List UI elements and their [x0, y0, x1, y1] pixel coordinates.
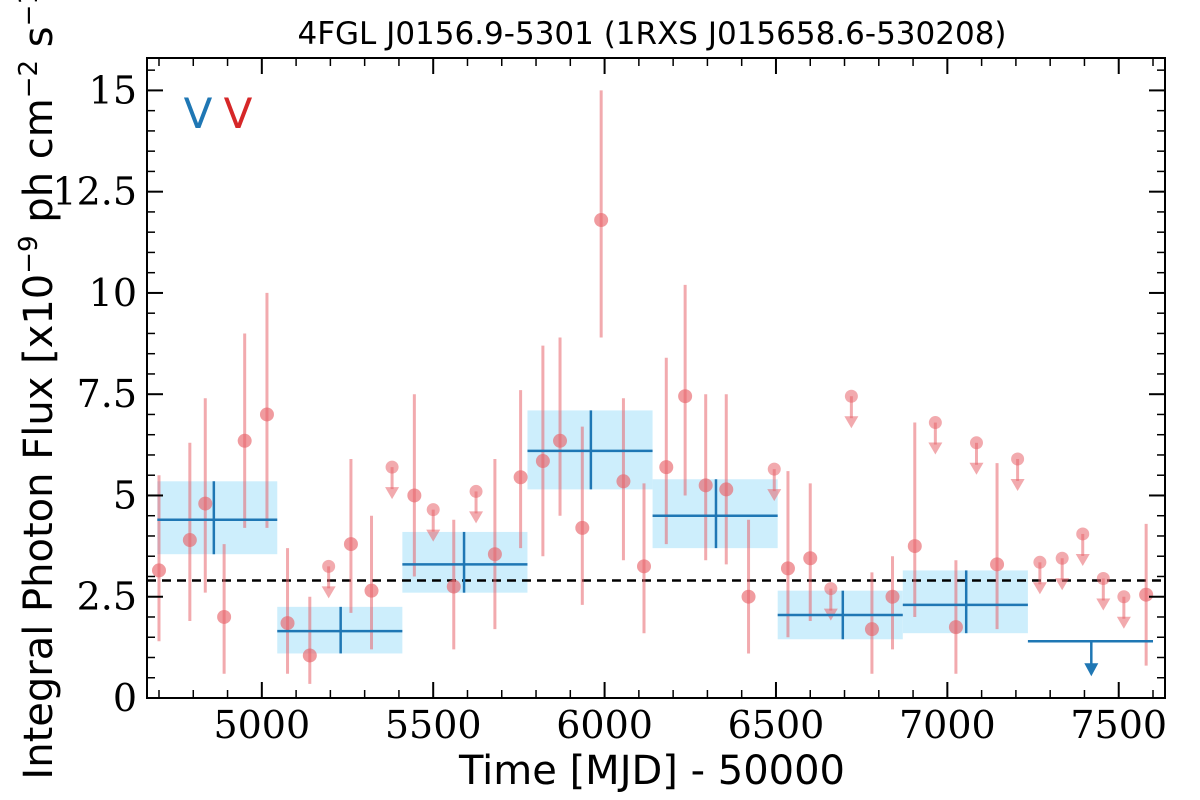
- data-point: [259, 407, 274, 422]
- x-tick-label: 6500: [728, 703, 825, 747]
- y-tick-label: 7.5: [77, 372, 137, 416]
- y-axis-label-text: Integral Photon Flux [x10: [16, 274, 62, 780]
- y-axis-label-exponent: −1: [14, 0, 44, 26]
- data-point: [407, 488, 422, 503]
- data-point: [343, 537, 358, 552]
- upper-limit-point: [844, 389, 858, 403]
- plot-area: [147, 90, 1165, 684]
- upper-limit-point: [469, 484, 483, 498]
- bin-upper-limit-arrow: [1084, 663, 1099, 677]
- data-point: [907, 539, 922, 554]
- data-point: [151, 563, 166, 578]
- data-point: [487, 547, 502, 562]
- upper-limit-point: [1076, 527, 1090, 541]
- data-point: [182, 533, 197, 548]
- data-point: [719, 482, 734, 497]
- legend-entry: V: [224, 89, 253, 138]
- upper-limit-point: [385, 460, 399, 474]
- data-point: [217, 609, 232, 624]
- x-axis-label: Time [MJD] - 50000: [458, 748, 845, 794]
- data-point: [575, 520, 590, 535]
- upper-limit-point: [1033, 555, 1047, 569]
- data-point: [659, 460, 674, 475]
- data-point: [553, 433, 568, 448]
- data-point: [885, 589, 900, 604]
- data-point: [446, 579, 461, 594]
- data-point: [535, 454, 550, 469]
- upper-limit-point: [1117, 590, 1131, 604]
- y-axis-label: Integral Photon Flux [x10−9 ph cm−2 s−1]: [14, 0, 62, 780]
- data-point: [364, 583, 379, 598]
- data-point: [780, 561, 795, 576]
- data-point: [237, 433, 252, 448]
- upper-limit-arrow: [767, 489, 782, 502]
- x-tick-label: 7500: [1070, 703, 1167, 747]
- y-tick-label: 0: [113, 676, 137, 720]
- upper-limit-arrow: [1055, 578, 1070, 591]
- y-tick-label: 10: [89, 271, 137, 315]
- y-axis-label-exponent: −2: [14, 60, 44, 98]
- bin-error-band: [157, 481, 278, 555]
- x-tick-label: 7000: [899, 703, 996, 747]
- legend-entry: V: [184, 89, 213, 138]
- plot-contents: [147, 90, 1165, 684]
- x-tick-label: 5500: [385, 703, 482, 747]
- upper-limit-arrow: [928, 442, 943, 455]
- chart-title: 4FGL J0156.9-5301 (1RXS J015658.6-530208…: [297, 16, 1006, 52]
- y-tick-label: 15: [89, 68, 137, 112]
- data-point: [513, 470, 528, 485]
- data-point: [616, 474, 631, 489]
- upper-limit-point: [426, 503, 440, 517]
- upper-limit-arrow: [385, 487, 400, 500]
- data-point: [302, 648, 317, 663]
- upper-limit-arrow: [1075, 553, 1090, 566]
- x-tick-label: 6000: [556, 703, 653, 747]
- upper-limit-point: [969, 436, 983, 450]
- data-point: [1139, 587, 1154, 602]
- data-point: [803, 551, 818, 566]
- data-point: [280, 616, 295, 631]
- upper-limit-arrow: [969, 462, 984, 475]
- data-point: [990, 557, 1005, 572]
- x-tick-label: 5000: [213, 703, 310, 747]
- upper-limit-point: [1011, 452, 1025, 466]
- data-point: [637, 559, 652, 574]
- data-point: [678, 389, 693, 404]
- data-point: [198, 496, 213, 511]
- upper-limit-arrow: [1096, 598, 1111, 611]
- upper-limit-arrow: [1116, 616, 1131, 629]
- upper-limit-point: [928, 416, 942, 430]
- y-tick-label: 5: [113, 473, 137, 517]
- y-axis-label-text: s: [16, 26, 62, 60]
- y-tick-label: 2.5: [77, 575, 137, 619]
- upper-limit-point: [322, 559, 336, 573]
- upper-limit-arrow: [1032, 582, 1047, 595]
- upper-limit-arrow: [1010, 479, 1025, 492]
- upper-limit-arrow: [469, 511, 484, 524]
- data-point: [594, 213, 609, 228]
- data-point: [698, 478, 713, 493]
- axis-ticks: 5000 5500 6000 6500 7000 7500 0 2.5 5 7.5 10 12.5 15: [52, 58, 1167, 747]
- y-axis-label-exponent: −9: [14, 235, 44, 273]
- upper-limit-arrow: [321, 586, 336, 599]
- upper-limit-arrow: [426, 529, 441, 542]
- upper-limit-point: [767, 462, 781, 476]
- upper-limit-point: [1096, 572, 1110, 586]
- data-point: [864, 622, 879, 637]
- data-point: [741, 589, 756, 604]
- upper-limit-point: [1055, 551, 1069, 565]
- upper-limit-arrow: [844, 416, 859, 429]
- y-axis-label-text: ph cm: [16, 98, 62, 235]
- data-point: [948, 620, 963, 635]
- y-tick-label: 12.5: [52, 170, 137, 214]
- plot-frame: [146, 57, 1166, 699]
- upper-limit-point: [824, 582, 838, 596]
